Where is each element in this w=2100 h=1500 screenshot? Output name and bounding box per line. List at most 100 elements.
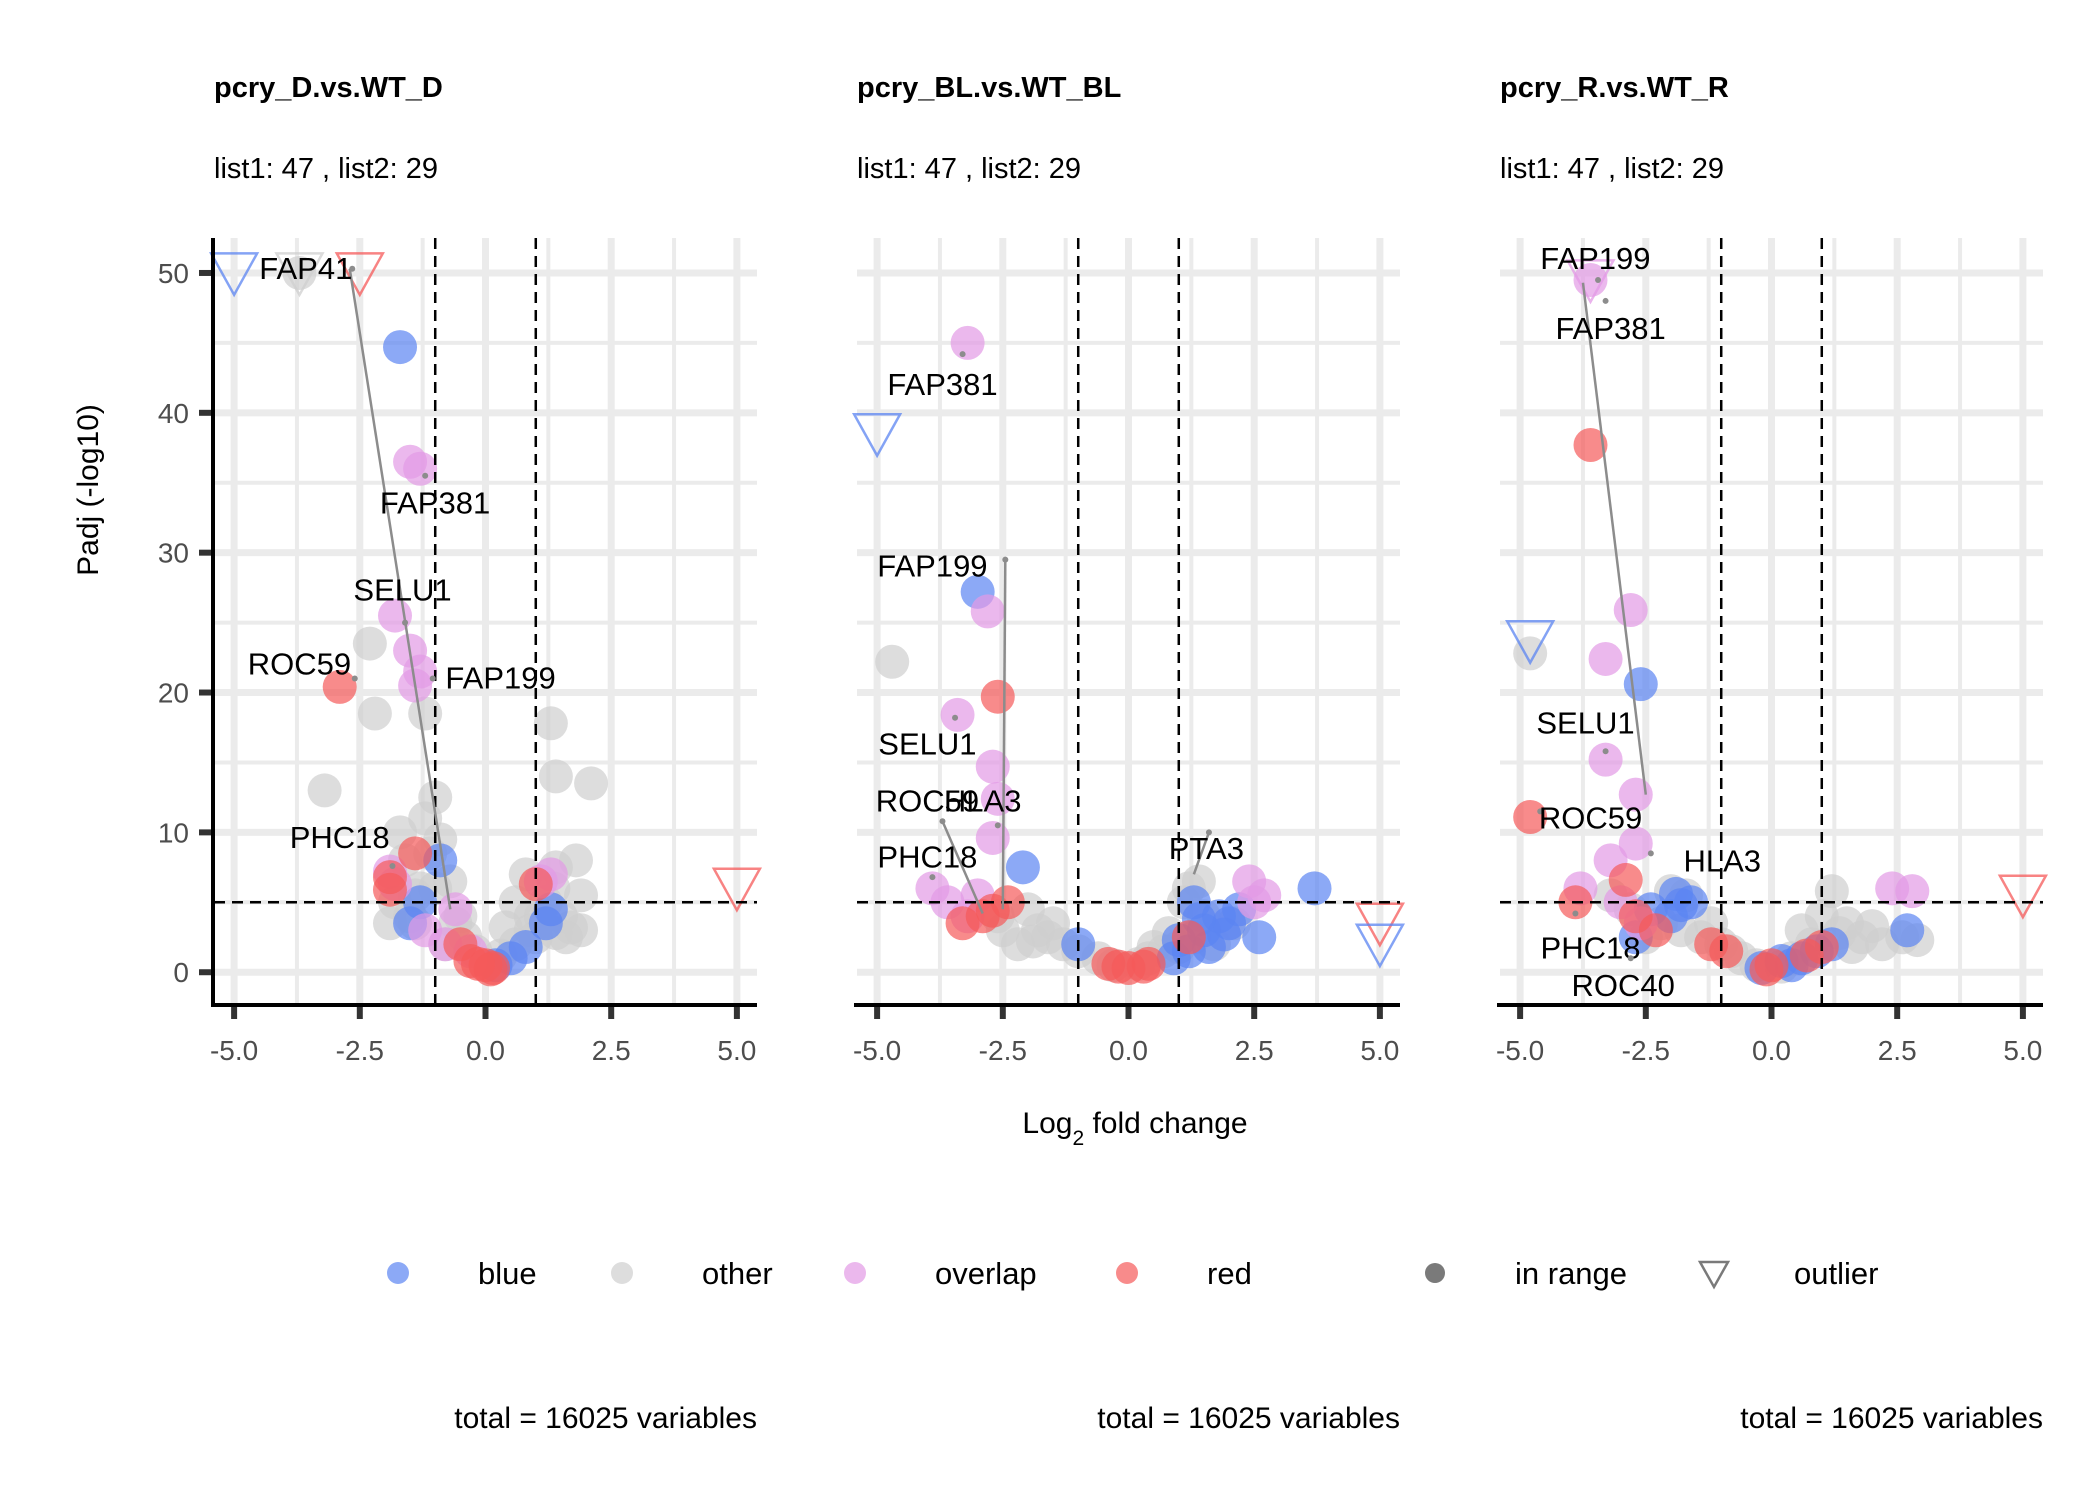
x-tick-label: 2.5: [592, 1035, 631, 1066]
panel-caption: total = 16025 variables: [1097, 1402, 1400, 1435]
axes: -5.0 -2.5 0.0 2.5 5.0: [853, 1003, 1400, 1066]
panel-caption: total = 16025 variables: [454, 1402, 757, 1435]
outlier-other: [274, 252, 325, 298]
x-tick-label: -2.5: [1622, 1035, 1670, 1066]
point-overlap: [975, 820, 1010, 855]
point-blue: [528, 906, 563, 941]
gene-label: HLA3: [944, 784, 1022, 819]
panel-caption: total = 16025 variables: [1740, 1402, 2043, 1435]
label-anchor: [429, 675, 436, 682]
gene-label: PHC18: [290, 820, 390, 855]
legend-label-overlap: overlap: [935, 1256, 1037, 1291]
point-blue: [1297, 871, 1332, 906]
point-blue: [1207, 917, 1242, 952]
legend-swatch-overlap: [844, 1262, 866, 1284]
label-connector: [1581, 282, 1648, 795]
point-red: [372, 872, 407, 907]
point-overlap: [970, 594, 1005, 629]
x-tick-label: 0.0: [1752, 1035, 1791, 1066]
x-tick-label: -2.5: [979, 1035, 1027, 1066]
gene-label: FAP199: [877, 549, 987, 584]
x-tick-label: -2.5: [336, 1035, 384, 1066]
y-tick-label: 50: [158, 258, 189, 289]
outlier-red: [711, 867, 763, 913]
outlier-blue: [851, 412, 903, 459]
point-other: [875, 644, 910, 679]
threshold-lines: [857, 238, 1400, 1003]
y-tick-label: 30: [158, 538, 189, 569]
x-tick-label: 2.5: [1235, 1035, 1274, 1066]
threshold-lines: [214, 238, 757, 1003]
outlier-blue: [208, 252, 260, 298]
legend-label-other: other: [702, 1256, 773, 1291]
gene-label: ROC59: [876, 784, 979, 819]
point-other: [1855, 909, 1890, 944]
point-overlap: [1895, 874, 1930, 909]
label-anchor: [389, 862, 396, 869]
label-anchor: [994, 822, 1001, 829]
label-connector: [1001, 559, 1007, 910]
label-anchor: [939, 818, 946, 825]
point-other: [564, 913, 599, 948]
point-other: [564, 878, 599, 913]
label-anchor: [1602, 748, 1609, 755]
point-red: [1101, 949, 1136, 984]
legend-swatch-outlier: [1697, 1260, 1731, 1290]
point-overlap: [950, 325, 985, 360]
point-overlap: [1588, 742, 1623, 777]
point-blue: [1005, 850, 1040, 885]
point-other: [574, 766, 609, 801]
panel-pcry-bl: pcry_BL.vs.WT_BL list1: 47 , list2: 29 t…: [851, 72, 1406, 1435]
label-anchor: [402, 619, 409, 626]
point-red: [980, 679, 1015, 714]
axes: -5.0 -2.5 0.0 2.5 5.0: [1496, 1003, 2043, 1066]
y-axis-label: Padj (-log10): [72, 404, 105, 576]
gene-label: FAP381: [887, 367, 997, 402]
point-red: [1126, 949, 1161, 984]
gene-label: FAP199: [1540, 241, 1650, 276]
points: [851, 325, 1406, 986]
legend-swatch-in-range: [1425, 1263, 1445, 1283]
point-overlap: [1588, 641, 1623, 676]
label-anchor: [1002, 556, 1009, 563]
point-red: [1749, 952, 1784, 987]
outlier-overlap: [1565, 259, 1616, 305]
label-anchor: [1537, 808, 1544, 815]
gene-label: PHC18: [1541, 930, 1641, 965]
gene-label: HLA3: [1684, 844, 1762, 879]
legend-swatch-other: [611, 1262, 633, 1284]
outlier-red: [334, 252, 385, 298]
point-red: [518, 867, 553, 902]
x-tick-label: 0.0: [466, 1035, 505, 1066]
y-tick-label: 10: [158, 817, 189, 848]
panel-subtitle: list1: 47 , list2: 29: [214, 153, 438, 185]
panel-pcry-d: pcry_D.vs.WT_D list1: 47 , list2: 29 tot…: [158, 72, 763, 1435]
label-anchor: [1572, 910, 1579, 917]
legend-label-red: red: [1207, 1256, 1252, 1291]
legend-label-in-range: in range: [1515, 1256, 1627, 1291]
point-blue: [383, 330, 418, 365]
gene-label: FAP41: [259, 251, 352, 286]
gene-labels: FAP41 FAP381 SELU1 ROC59 FAP199 PHC18: [248, 251, 556, 910]
legend: blue other overlap red in range outlier: [387, 1256, 1878, 1291]
point-blue: [1623, 667, 1658, 702]
panel-title: pcry_R.vs.WT_R: [1500, 72, 1729, 104]
label-anchor: [1627, 955, 1634, 962]
y-tick-label: 20: [158, 678, 189, 709]
legend-label-outlier: outlier: [1794, 1256, 1878, 1291]
point-red: [460, 946, 495, 981]
point-other: [408, 696, 443, 731]
outlier-blue: [1505, 619, 1556, 666]
point-red: [1513, 799, 1548, 834]
gene-label: ROC40: [1571, 968, 1674, 1003]
x-tick-label: 5.0: [717, 1035, 756, 1066]
panel-subtitle: list1: 47 , list2: 29: [857, 153, 1081, 185]
point-blue: [1664, 888, 1698, 923]
point-red: [1638, 913, 1673, 948]
gene-label: FAP381: [380, 486, 490, 521]
point-overlap: [1613, 593, 1648, 628]
point-blue: [1242, 920, 1277, 955]
x-tick-label: 2.5: [1878, 1035, 1917, 1066]
